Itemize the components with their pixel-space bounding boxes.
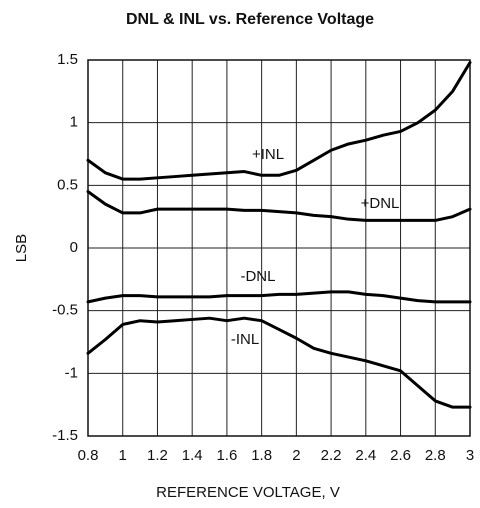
x-tick-label: 1.2 xyxy=(147,447,168,464)
y-tick-label: -1.5 xyxy=(52,427,78,444)
series-label: +DNL xyxy=(361,195,400,212)
y-tick-label: 1 xyxy=(70,114,78,131)
x-tick-label: 1 xyxy=(119,447,127,464)
x-tick-label: 2 xyxy=(292,447,300,464)
series-line xyxy=(86,290,472,304)
x-tick-label: 0.8 xyxy=(78,447,99,464)
series-line xyxy=(86,61,472,181)
x-tick-label: 1.6 xyxy=(216,447,237,464)
series-label: -DNL xyxy=(240,268,275,285)
y-tick-label: 0.5 xyxy=(57,176,78,193)
plot-frame xyxy=(87,59,471,437)
x-tick-label: 1.4 xyxy=(182,447,203,464)
y-tick-label: -1 xyxy=(65,364,78,381)
x-tick-label: 1.8 xyxy=(251,447,272,464)
chart-title: DNL & INL vs. Reference Voltage xyxy=(126,11,374,28)
series-line xyxy=(86,316,472,409)
x-tick-label: 2.4 xyxy=(355,447,376,464)
x-tick-label: 2.2 xyxy=(321,447,342,464)
y-tick-label: 0 xyxy=(70,239,78,256)
series-line xyxy=(86,190,472,222)
x-axis-label: REFERENCE VOLTAGE, V xyxy=(156,484,340,501)
y-tick-label: 1.5 xyxy=(57,51,78,68)
x-tick-label: 3 xyxy=(466,447,474,464)
y-tick-label: -0.5 xyxy=(52,302,78,319)
y-axis-label: LSB xyxy=(13,234,30,262)
series-label: +INL xyxy=(252,146,284,163)
series-label: -INL xyxy=(231,331,259,348)
x-tick-label: 2.6 xyxy=(390,447,411,464)
x-tick-label: 2.8 xyxy=(425,447,446,464)
